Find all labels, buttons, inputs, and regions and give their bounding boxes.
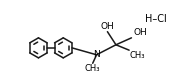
Text: CH₃: CH₃ (130, 51, 145, 60)
Text: OH: OH (133, 28, 147, 37)
Text: N: N (93, 50, 100, 59)
Text: CH₃: CH₃ (85, 64, 100, 73)
Text: H–Cl: H–Cl (145, 14, 167, 24)
Text: OH: OH (101, 22, 114, 31)
